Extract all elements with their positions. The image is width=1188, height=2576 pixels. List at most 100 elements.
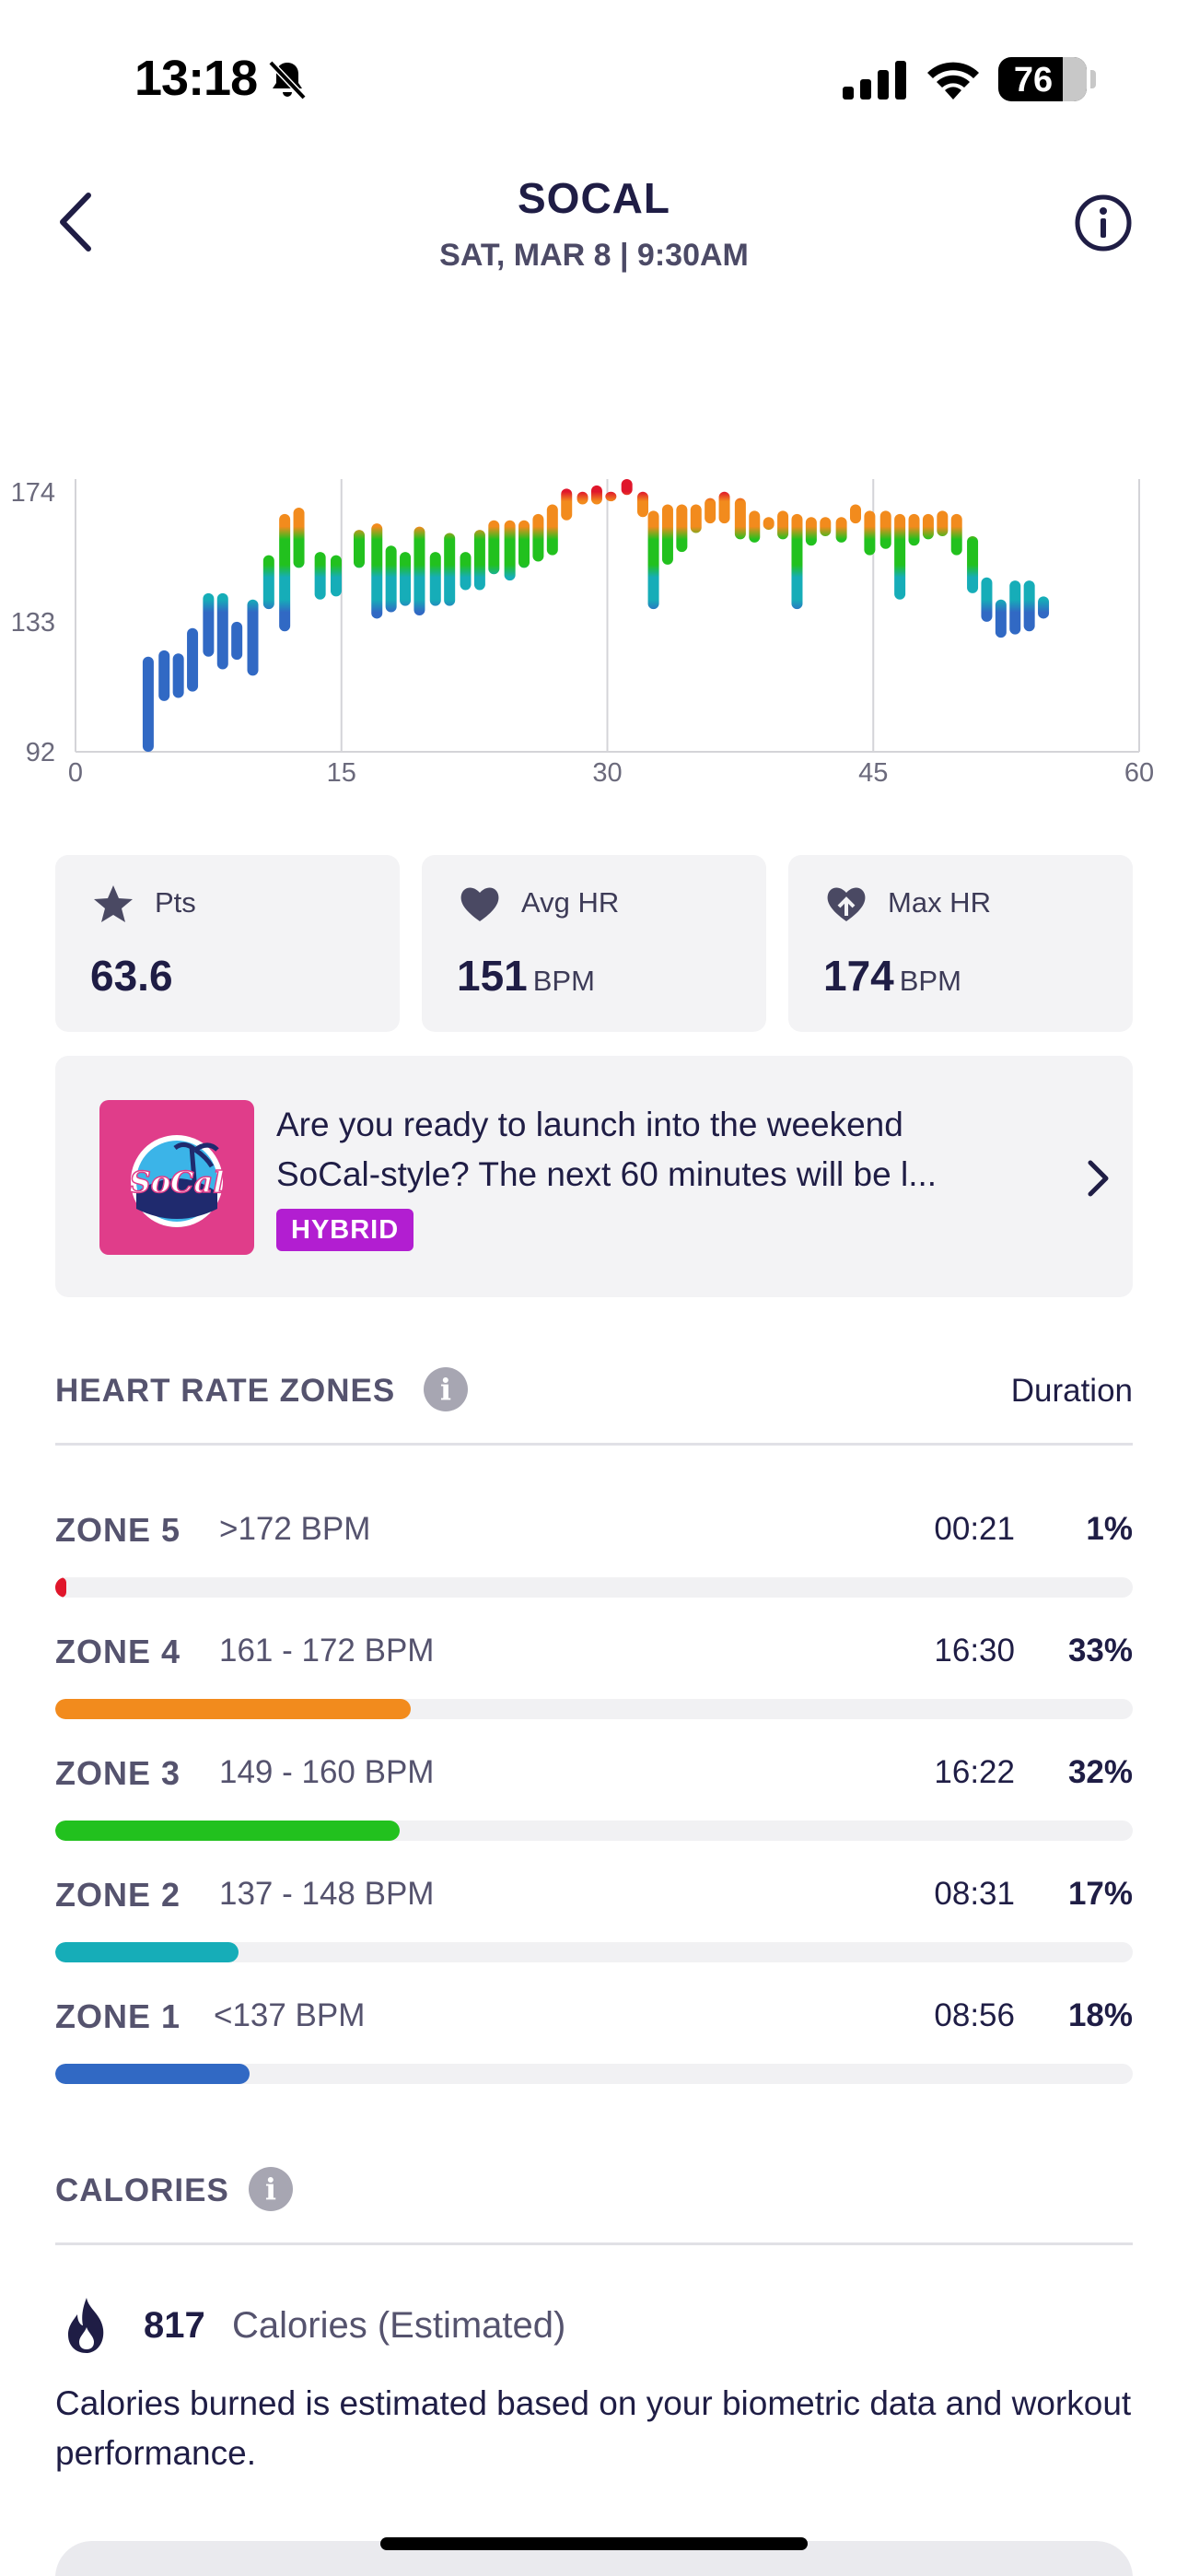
zone-percent: 18% [1067,1997,1133,2033]
zone-progress-track [55,1942,1133,1962]
zone-progress-fill [55,1821,401,1841]
hr-bar [532,513,544,562]
hr-bar [385,545,397,613]
hr-bar [690,504,702,533]
zone-time: 08:31 [934,1876,1015,1912]
zone-row-1: ZONE 1 <137 BPM 08:56 18% [55,1997,1133,2099]
silent-bell-icon [268,60,307,100]
hr-bar [473,530,485,591]
zone-progress-fill [55,1577,66,1598]
hr-bar [864,510,876,556]
zone-progress-track [55,1821,1133,1841]
class-thumbnail: SoCal [99,1100,254,1255]
hr-bar [172,653,184,698]
calories-label: Calories (Estimated) [232,2305,566,2346]
stat-card-avg-hr: Avg HR 151 BPM [422,855,766,1032]
duration-label: Duration [1010,1373,1133,1409]
calories-heading: CALORIES [55,2172,229,2208]
stat-label: Max HR [888,886,991,919]
chart-grid [75,479,1140,753]
x-tick-label: 0 [68,758,83,788]
hr-bar [967,535,979,593]
hr-bar [413,526,425,615]
stat-value: 63.6 [90,952,173,1000]
stat-unit: BPM [899,965,961,997]
chevron-right-icon[interactable] [1083,1157,1112,1200]
stat-label: Pts [155,886,196,919]
zone-name: ZONE 1 [55,1997,181,2035]
hr-bar [231,621,243,661]
stat-label: Avg HR [521,886,620,919]
zone-row-2: ZONE 2 137 - 148 BPM 08:31 17% [55,1876,1133,1977]
hr-bar [637,491,648,518]
zone-progress-track [55,1699,1133,1719]
hr-bar [922,513,934,540]
zone-row-5: ZONE 5 >172 BPM 00:21 1% [55,1511,1133,1612]
hr-bar [488,520,500,575]
zone-percent: 17% [1067,1876,1133,1912]
hr-bar [749,510,761,543]
calories-info-icon[interactable]: i [249,2167,293,2211]
zone-time: 16:22 [934,1754,1015,1790]
hr-bar [504,520,516,581]
hr-bar [820,517,832,536]
hr-bar [1038,596,1050,619]
page-title: SOCAL [518,174,670,222]
battery-level: 76 [1013,61,1054,100]
hr-bar [718,491,730,524]
info-icon[interactable] [1074,193,1133,252]
hr-bar [142,656,154,752]
zone-time: 16:30 [934,1633,1015,1669]
wifi-icon [927,62,979,100]
zone-range: 161 - 172 BPM [219,1633,435,1669]
zone-progress-fill [55,1942,239,1962]
hr-bar [763,517,775,531]
hr-bar [835,517,847,543]
thumbnail-logo-text: SoCal [130,1165,225,1200]
hr-bar [981,577,993,622]
hr-bar [546,504,558,556]
hr-bar [444,533,456,606]
heart-icon [460,887,499,921]
zone-row-3: ZONE 3 149 - 160 BPM 16:22 32% [55,1754,1133,1856]
battery-indicator: 76 [998,57,1087,101]
zone-range: <137 BPM [214,1997,366,2033]
hr-bar [279,513,291,632]
hr-zones-info-icon[interactable]: i [424,1367,468,1411]
class-card[interactable]: SoCal Are you ready to launch into the w… [55,1056,1133,1297]
hr-bar [850,504,861,524]
cellular-signal-icon [843,61,906,100]
class-description: Are you ready to launch into the weekend… [276,1106,938,1193]
zone-time: 08:56 [934,1997,1015,2033]
zone-range: 137 - 148 BPM [219,1876,435,1912]
zone-progress-track [55,1577,1133,1598]
zone-progress-track [55,2064,1133,2084]
hr-bar [1023,580,1035,632]
home-indicator[interactable] [380,2537,808,2550]
zone-percent: 32% [1067,1754,1133,1790]
hr-bar [293,507,305,568]
hr-bar [371,523,383,619]
y-tick-label: 92 [26,738,55,767]
hr-zones-heading: HEART RATE ZONES [55,1373,396,1409]
divider [55,1443,1133,1446]
hr-bar [330,555,342,597]
zone-percent: 1% [1086,1511,1133,1547]
stat-card-max-hr: Max HR 174 BPM [788,855,1133,1032]
hr-bar [995,599,1007,638]
divider [55,2242,1133,2245]
back-chevron-icon[interactable] [52,190,98,254]
hr-bar [950,513,962,556]
chart-bars [142,479,1050,752]
zone-range: 149 - 160 BPM [219,1754,435,1790]
hr-bar [805,517,817,546]
hr-bar [203,592,215,657]
hr-bar [216,592,228,670]
hr-bar [590,485,602,505]
heart-up-icon [827,887,866,921]
x-tick-label: 45 [858,758,888,788]
hr-bar [647,510,659,610]
hr-bar [460,552,472,591]
hr-bar [262,555,274,610]
hr-bar [314,552,326,600]
